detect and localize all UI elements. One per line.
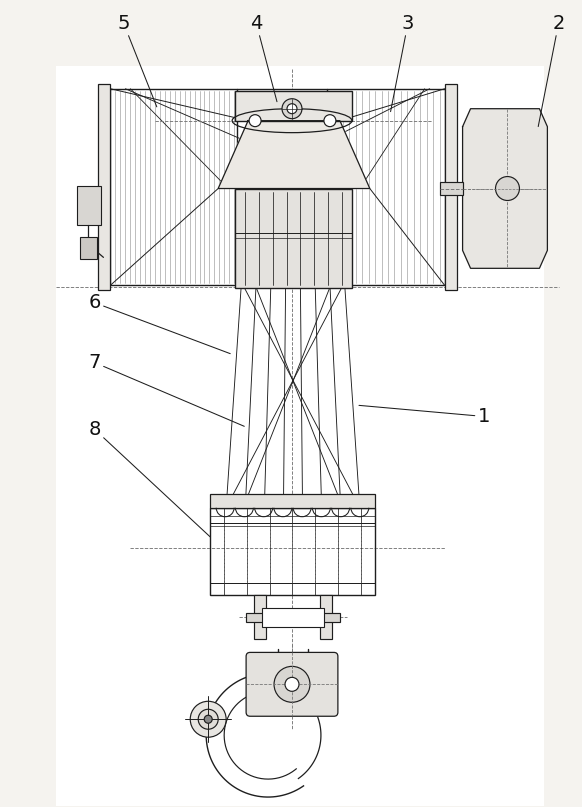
Circle shape bbox=[495, 177, 520, 200]
Bar bbox=[235, 90, 352, 121]
Circle shape bbox=[249, 115, 261, 127]
Bar bbox=[235, 189, 352, 288]
Text: 3: 3 bbox=[391, 14, 414, 111]
Bar bbox=[445, 84, 457, 291]
Text: 5: 5 bbox=[118, 14, 157, 107]
Text: 2: 2 bbox=[538, 14, 565, 127]
Bar bbox=[76, 186, 101, 225]
Text: 7: 7 bbox=[88, 353, 244, 426]
Polygon shape bbox=[218, 121, 370, 189]
Circle shape bbox=[198, 709, 218, 730]
Text: 8: 8 bbox=[88, 420, 210, 537]
Text: 4: 4 bbox=[250, 14, 277, 102]
Bar bbox=[262, 608, 324, 628]
Circle shape bbox=[324, 115, 336, 127]
Circle shape bbox=[287, 104, 297, 114]
Circle shape bbox=[190, 701, 226, 738]
Bar bbox=[439, 182, 463, 195]
Circle shape bbox=[285, 677, 299, 692]
Bar bbox=[246, 613, 340, 622]
Bar bbox=[254, 595, 266, 639]
Bar bbox=[55, 66, 544, 807]
Circle shape bbox=[274, 667, 310, 702]
Text: 6: 6 bbox=[88, 293, 230, 353]
Bar bbox=[98, 84, 111, 291]
Bar bbox=[111, 89, 445, 286]
Text: 1: 1 bbox=[359, 405, 490, 426]
Bar bbox=[80, 237, 97, 259]
Bar bbox=[210, 523, 375, 583]
Bar bbox=[320, 595, 332, 639]
FancyBboxPatch shape bbox=[246, 652, 338, 717]
Bar bbox=[210, 494, 375, 508]
Bar bbox=[210, 508, 375, 595]
Circle shape bbox=[282, 98, 302, 119]
Circle shape bbox=[204, 715, 212, 723]
Polygon shape bbox=[463, 109, 548, 268]
